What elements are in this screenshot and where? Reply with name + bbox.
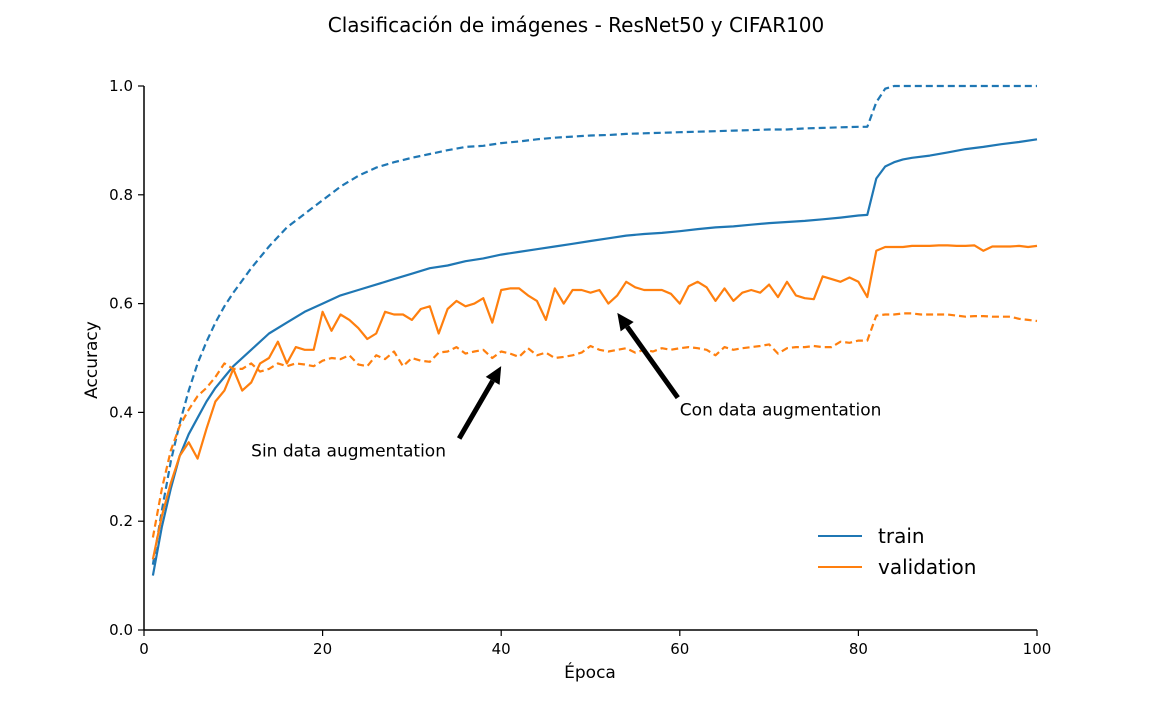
chart-title: Clasificación de imágenes - ResNet50 y C… [328,13,825,37]
y-tick-label: 0.4 [109,403,133,421]
x-tick-label: 0 [139,640,149,658]
y-tick-label: 1.0 [109,77,133,95]
series-line-1 [151,138,1038,576]
x-tick-label: 100 [1023,640,1052,658]
legend-validation-label: validation [878,555,976,579]
annotation-arrow-head-2 [617,312,634,332]
annotation-arrow-shaft-2 [625,325,680,400]
legend: train validation [818,524,976,579]
series-line-2 [151,84,1037,565]
x-tick-label: 20 [313,640,332,658]
tick-layer: 0 20 40 60 80 100 0.0 0.2 0.4 0.6 0.8 1.0 [109,77,1051,658]
series-line-3 [151,244,1038,560]
y-tick-label: 0.2 [109,512,133,530]
y-axis-label: Accuracy [82,321,102,399]
annotation-label-1: Sin data augmentation [251,441,446,461]
annotation-label-2: Con data augmentation [680,401,882,421]
y-tick-label: 0.8 [109,186,133,204]
series-line-4 [151,312,1038,538]
x-tick-label: 40 [492,640,511,658]
y-tick-label: 0.6 [109,295,133,313]
annotation-arrow-shaft-1 [456,379,495,440]
annotation-layer: Sin data augmentation Con data augmentati… [251,312,882,461]
legend-train-label: train [878,524,925,548]
annotation-arrow-head-1 [485,366,502,385]
y-tick-label: 0.0 [109,621,133,639]
series-layer [151,84,1038,576]
x-tick-label: 60 [670,640,689,658]
x-tick-label: 80 [849,640,868,658]
x-axis-label: Época [564,661,616,683]
